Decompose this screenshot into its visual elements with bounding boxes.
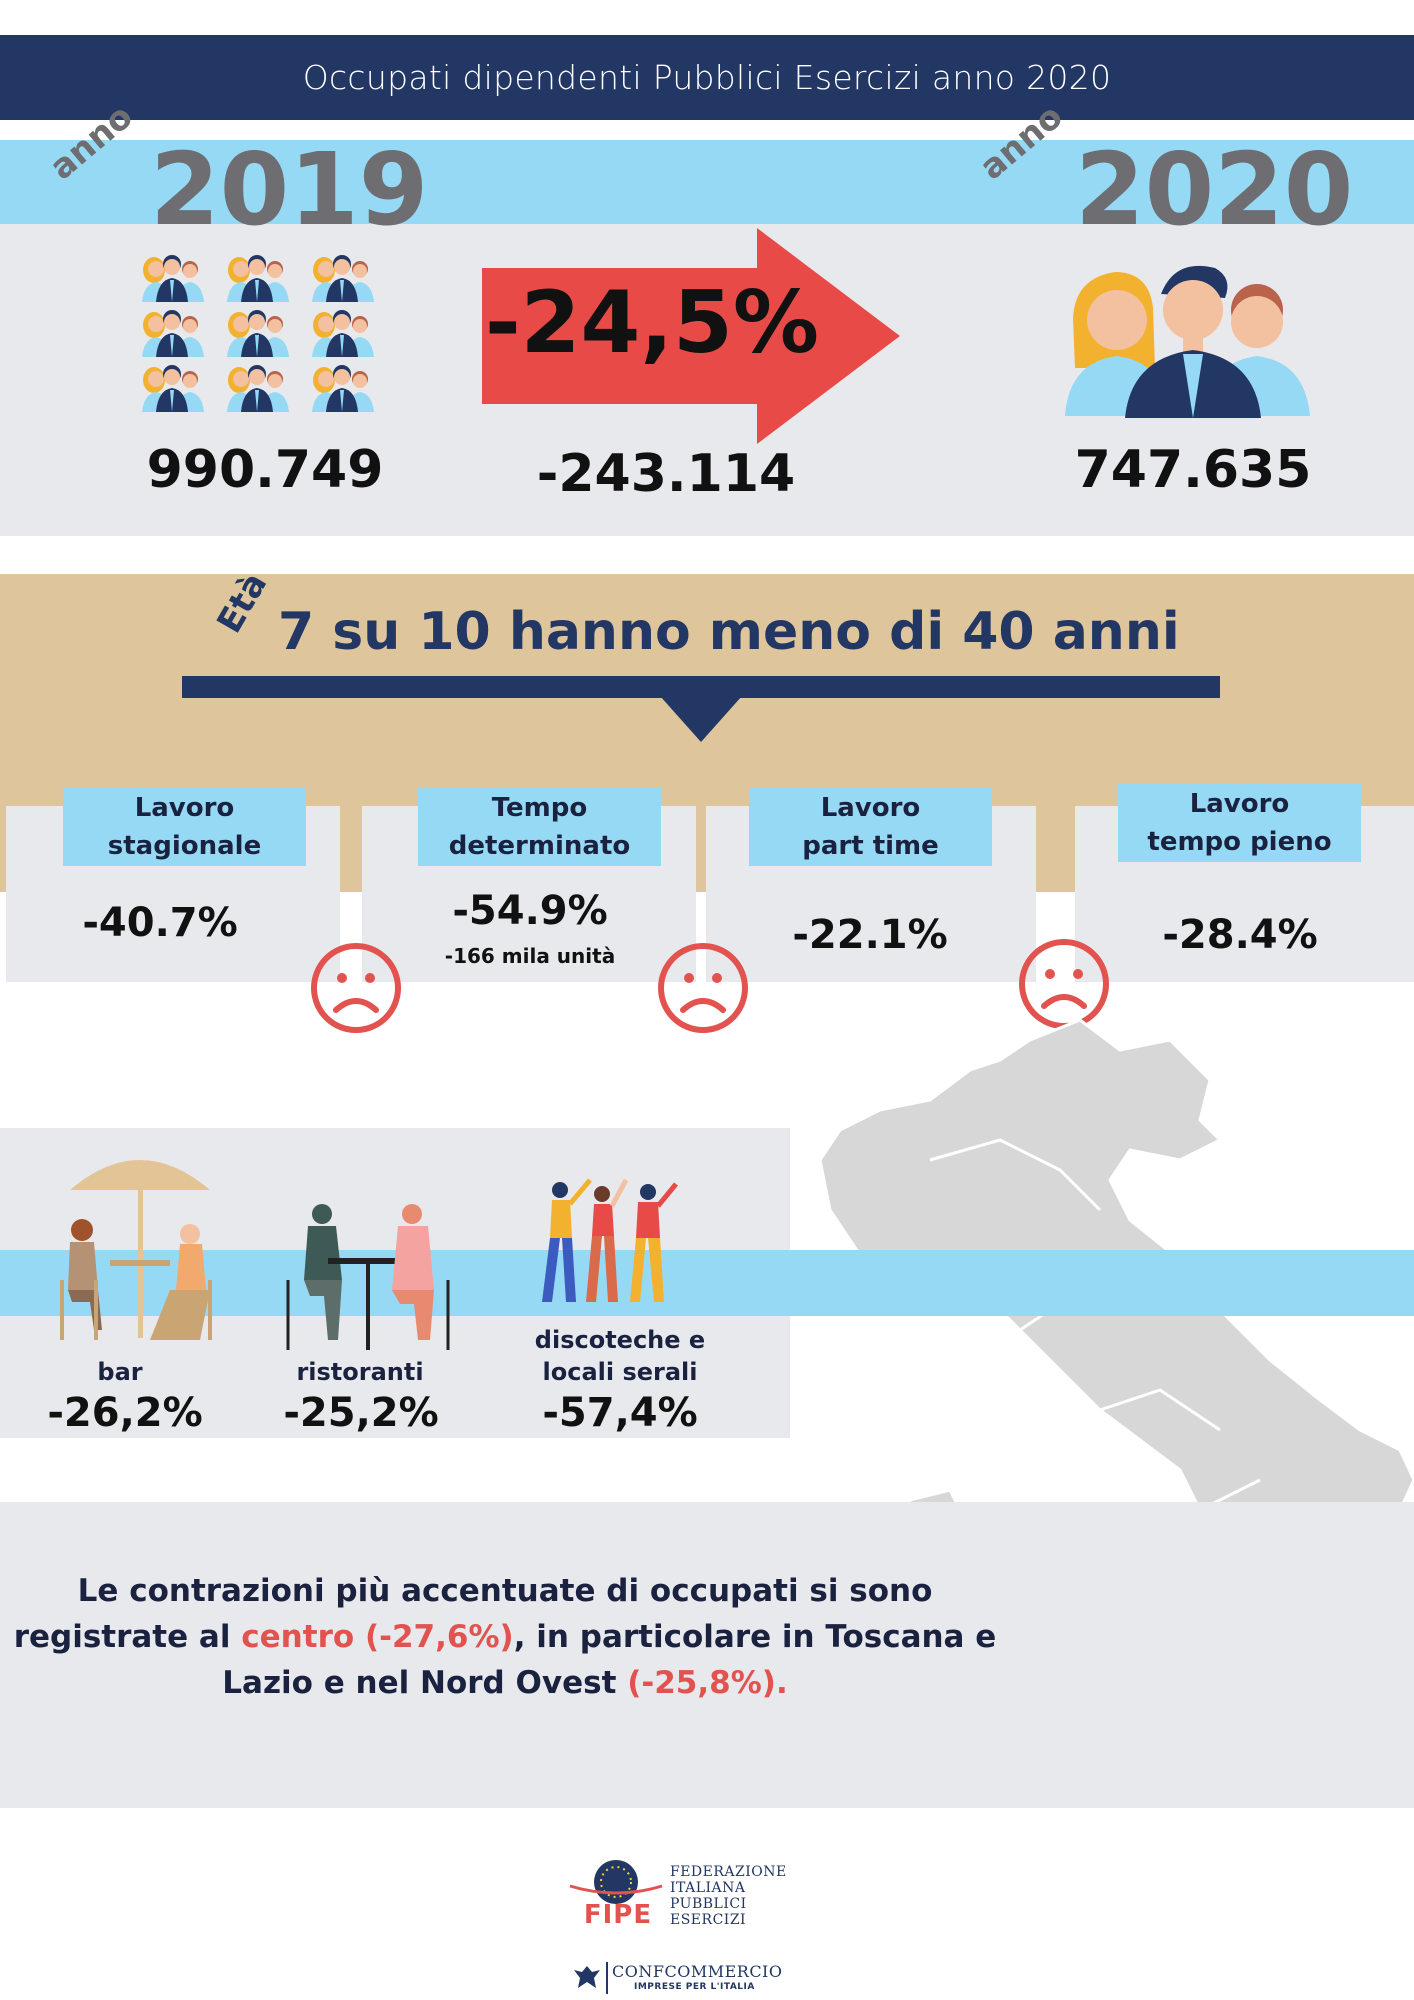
summary-panel <box>0 1502 1414 1808</box>
dancing-people-icon <box>542 1178 678 1302</box>
sector-label-bar: bar <box>97 1358 143 1386</box>
contract-label-line: stagionale <box>107 831 262 861</box>
people-group-icon <box>1065 265 1310 418</box>
summary-highlight-center: centro (-27,6%) <box>241 1619 514 1655</box>
confcommercio-tagline: IMPRESE PER L'ITALIA <box>634 1982 755 1992</box>
contract-label-line: tempo pieno <box>1147 827 1332 857</box>
age-headline: 7 su 10 hanno meno di 40 anni <box>278 602 1180 662</box>
sector-pct-restaurants: -25,2% <box>283 1390 439 1436</box>
contract-label-line: Lavoro <box>134 793 235 823</box>
summary-line-3: Lazio e nel Nord Ovest (-25,8%). <box>0 1660 1010 1706</box>
employees-2020-value: 747.635 <box>1074 440 1312 500</box>
summary-text-span: , in particolare in Toscana e <box>513 1619 997 1655</box>
summary-text: Le contrazioni più accentuate di occupat… <box>0 1568 1010 1706</box>
year-band <box>0 140 1414 224</box>
summary-line-1: Le contrazioni più accentuate di occupat… <box>77 1573 933 1609</box>
summary-text-span: registrate al <box>13 1619 242 1655</box>
year-2020: 2020 <box>1075 131 1354 248</box>
eagle-logo-icon <box>574 1966 600 1988</box>
decrease-arrow-icon <box>482 228 900 444</box>
fipe-federation-name: FEDERAZIONE ITALIANA PUBBLICI ESERCIZI <box>670 1864 787 1928</box>
contract-label-line: Lavoro <box>820 793 921 823</box>
summary-highlight-northwest: (-25,8%). <box>627 1665 788 1701</box>
pointer-triangle-icon <box>660 696 742 742</box>
employees-change-value: -243.114 <box>536 444 796 504</box>
contract-label-line: Lavoro <box>1189 789 1290 819</box>
sector-label-discos-2: locali serali <box>542 1358 698 1386</box>
contract-label-seasonal: Lavoro stagionale <box>63 788 306 866</box>
restaurant-icon <box>286 1204 450 1350</box>
summary-text-span: Lazio e nel Nord Ovest <box>222 1665 628 1701</box>
logo-line: PUBBLICI <box>670 1896 747 1912</box>
sector-pct-discos: -57,4% <box>542 1390 698 1436</box>
people-grid-icon <box>142 255 374 412</box>
contract-pct-part-time: -22.1% <box>792 912 948 958</box>
contract-pct-full-time: -28.4% <box>1162 912 1318 958</box>
contract-pct-fixed-term: -54.9% <box>452 888 608 934</box>
contract-note-fixed-term: -166 mila unità <box>444 944 616 968</box>
contract-label-line: Tempo <box>491 793 588 823</box>
fipe-logo-text: FIPE <box>583 1900 653 1930</box>
logo-divider <box>606 1962 608 1994</box>
bar-cafe-icon <box>60 1160 212 1340</box>
contract-label-full-time: Lavoro tempo pieno <box>1118 784 1361 862</box>
change-percentage: -24,5% <box>484 273 820 373</box>
contract-label-line: part time <box>802 831 939 861</box>
sad-face-icon <box>311 943 401 1033</box>
fipe-logo-icon <box>569 1860 663 1904</box>
employees-2019-value: 990.749 <box>146 440 384 500</box>
sector-pct-bar: -26,2% <box>47 1390 203 1436</box>
sad-face-icon <box>658 943 748 1033</box>
summary-line-2: registrate al centro (-27,6%), in partic… <box>0 1614 1010 1660</box>
logo-line: ITALIANA <box>670 1880 746 1896</box>
sector-label-discos-1: discoteche e <box>534 1326 706 1354</box>
contract-pct-seasonal: -40.7% <box>82 900 238 946</box>
sector-label-restaurants: ristoranti <box>296 1358 424 1386</box>
page-title: Occupati dipendenti Pubblici Esercizi an… <box>0 35 1414 120</box>
year-2019: 2019 <box>150 131 429 248</box>
sector-band <box>0 1250 1414 1316</box>
logo-line: FEDERAZIONE <box>670 1864 787 1880</box>
divider-bar <box>182 676 1220 698</box>
contract-label-part-time: Lavoro part time <box>749 788 992 866</box>
logo-line: ESERCIZI <box>670 1912 747 1928</box>
confcommercio-logo-text: CONFCOMMERCIO <box>612 1962 783 1981</box>
contract-label-fixed-term: Tempo determinato <box>418 788 661 866</box>
contract-label-line: determinato <box>448 831 631 861</box>
